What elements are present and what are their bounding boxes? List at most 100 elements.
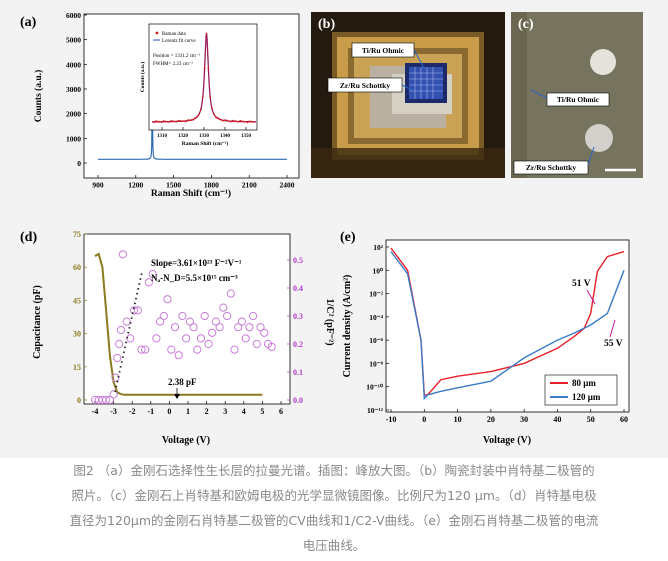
- raman-data-point: [207, 67, 210, 70]
- raman-data-point: [186, 119, 189, 122]
- panel-a-inset-xtick: 1320: [178, 134, 189, 139]
- inverse-c2-point: [200, 311, 209, 321]
- raman-data-point: [179, 120, 182, 122]
- inverse-c2-point: [196, 334, 206, 343]
- panel-a-inset-xtick: 1330: [199, 134, 210, 139]
- inverse-c2-point: [137, 345, 146, 354]
- raman-data-point: [241, 120, 244, 123]
- raman-data-point: [175, 120, 178, 123]
- label-51v: 51 V: [572, 279, 591, 289]
- panel-d-ytick-right: 0.0: [293, 396, 303, 405]
- raman-data-point: [183, 120, 185, 123]
- inverse-c2-point: [234, 323, 243, 332]
- panel-c-label2-box: [513, 160, 589, 175]
- raman-data-point: [201, 95, 204, 98]
- panel-a-ylabel: Counts (a.u.): [33, 70, 44, 123]
- panel-c-edge: [511, 12, 527, 178]
- panel-e-ytick: 10⁻²: [369, 290, 383, 299]
- slope-fit-line: [114, 271, 143, 393]
- inverse-c2-point: [116, 325, 126, 335]
- raman-data-point: [231, 119, 234, 122]
- panel-d-ylabel-right: 1/C² (pF⁻²): [324, 298, 335, 345]
- panel-d-ytick-left: 0: [77, 396, 81, 405]
- inverse-c2-point: [170, 323, 180, 332]
- inverse-c2-point: [245, 323, 254, 332]
- panel-e-xtick: -10: [386, 415, 397, 424]
- inverse-c2-point: [141, 345, 150, 354]
- panel-d-ytick-right: 0.1: [293, 368, 303, 377]
- slope-label: Slope=3.61×10²³ F⁻²V⁻¹: [151, 258, 242, 268]
- pf-arrowhead: [174, 394, 180, 399]
- panel-d-xtick: -1: [147, 407, 154, 416]
- panel-e-xtick: 50: [587, 415, 595, 424]
- panel-c-label-ohmic: Ti/Ru Ohmic: [557, 95, 600, 104]
- panel-a-inset-xticks: 1310 1320 1330 1340 1350: [157, 127, 252, 139]
- panel-e-xtick: 30: [520, 415, 528, 424]
- figure-svg: (a) 900 1200 1500 1800 2100 2400 010002000300…: [20, 11, 643, 446]
- raman-data-point: [229, 120, 232, 123]
- raman-data-point: [209, 95, 212, 98]
- panel-d-xtick: -4: [92, 407, 99, 416]
- legend-raman: Raman data: [162, 32, 187, 37]
- ohmic-electrode: [590, 49, 616, 75]
- panel-a-xtick: 1800: [204, 181, 219, 190]
- inverse-c2-point: [113, 353, 122, 363]
- inverse-c2-point: [111, 373, 120, 382]
- raman-data-point: [205, 32, 208, 35]
- panel-b-pointer1: [413, 49, 426, 71]
- panel-e-xtick: 0: [422, 415, 426, 424]
- inverse-c2-point: [256, 323, 265, 332]
- inverse-c2-point: [211, 317, 220, 326]
- panel-a-xlabel: Raman Shift (cm⁻¹): [151, 188, 231, 199]
- schottky-electrode: [585, 124, 613, 152]
- capacitance-curve: [94, 252, 263, 396]
- inverse-c2-point: [156, 317, 165, 326]
- inverse-c2-point: [148, 269, 157, 279]
- raman-data-point: [244, 121, 247, 123]
- inverse-c2-point: [226, 289, 235, 298]
- inverse-c2-point: [252, 339, 261, 349]
- panel-a-letter: (a): [20, 15, 37, 30]
- panel-a-xtick: 1200: [128, 181, 143, 190]
- caption-line-2: 照片。（c）金刚石上肖特基和欧姆电极的光学显微镜图像。比例尺为120 μm。（d…: [71, 488, 597, 503]
- panel-e-yticks: 10² 10⁰ 10⁻² 10⁻⁴ 10⁻⁶ 10⁻⁸ 10⁻¹⁰ 10⁻¹²: [366, 243, 389, 415]
- inset-fwhm: FWHM= 2.23 cm⁻¹: [153, 61, 193, 67]
- inverse-c2-point: [118, 250, 128, 259]
- panel-e-xtick: 10: [454, 415, 462, 424]
- panel-d-xtick: 6: [279, 407, 283, 416]
- inverse-c2-point: [223, 311, 232, 321]
- panel-d-xtick: 5: [260, 407, 264, 416]
- panel-d-xlabel: Voltage (V): [162, 435, 210, 446]
- panel-d-ytick-left: 60: [73, 263, 81, 272]
- panel-a-xtick: 900: [92, 181, 104, 190]
- inverse-c2-point: [126, 334, 135, 343]
- panel-a-ytick: 2000: [66, 110, 81, 119]
- raman-data-point: [203, 67, 206, 69]
- panel-e-ytick: 10⁻⁶: [369, 336, 383, 345]
- legend-raman-marker: [155, 31, 159, 35]
- panel-a-inset-xtick: 1340: [220, 134, 231, 139]
- inverse-c2-point: [204, 339, 213, 349]
- panel-a-inset-xtick: 1310: [157, 134, 168, 139]
- inverse-c2-point: [133, 306, 142, 315]
- panel-b-letter: (b): [318, 17, 335, 32]
- inverse-c2-point: [267, 342, 276, 351]
- raman-data-point: [239, 119, 242, 122]
- raman-data-point: [181, 120, 184, 122]
- panel-c-label1-box: [546, 92, 610, 107]
- pointer-51v: [586, 289, 596, 305]
- panel-d-ytick-right: 0.5: [293, 256, 303, 265]
- panel-e-xtick: 60: [620, 415, 628, 424]
- inverse-c2-points: [90, 250, 276, 405]
- raman-data-point: [252, 121, 255, 123]
- panel-e-ytick: 10⁻⁸: [369, 359, 383, 368]
- raman-data-points: [153, 32, 255, 124]
- inverse-c2-point: [260, 328, 269, 337]
- panel-e-legend: [544, 374, 618, 406]
- inverse-c2-point: [115, 339, 124, 349]
- panel-d-xticks: -4 -3 -2 -1 0 1 2 3 4 5 6: [92, 401, 283, 416]
- panel-d-ytick-left: 30: [73, 330, 81, 339]
- raman-data-point: [250, 120, 253, 123]
- label-55v: 55 V: [604, 339, 623, 349]
- panel-d-ylabel-left: Capacitance (pF): [32, 285, 43, 359]
